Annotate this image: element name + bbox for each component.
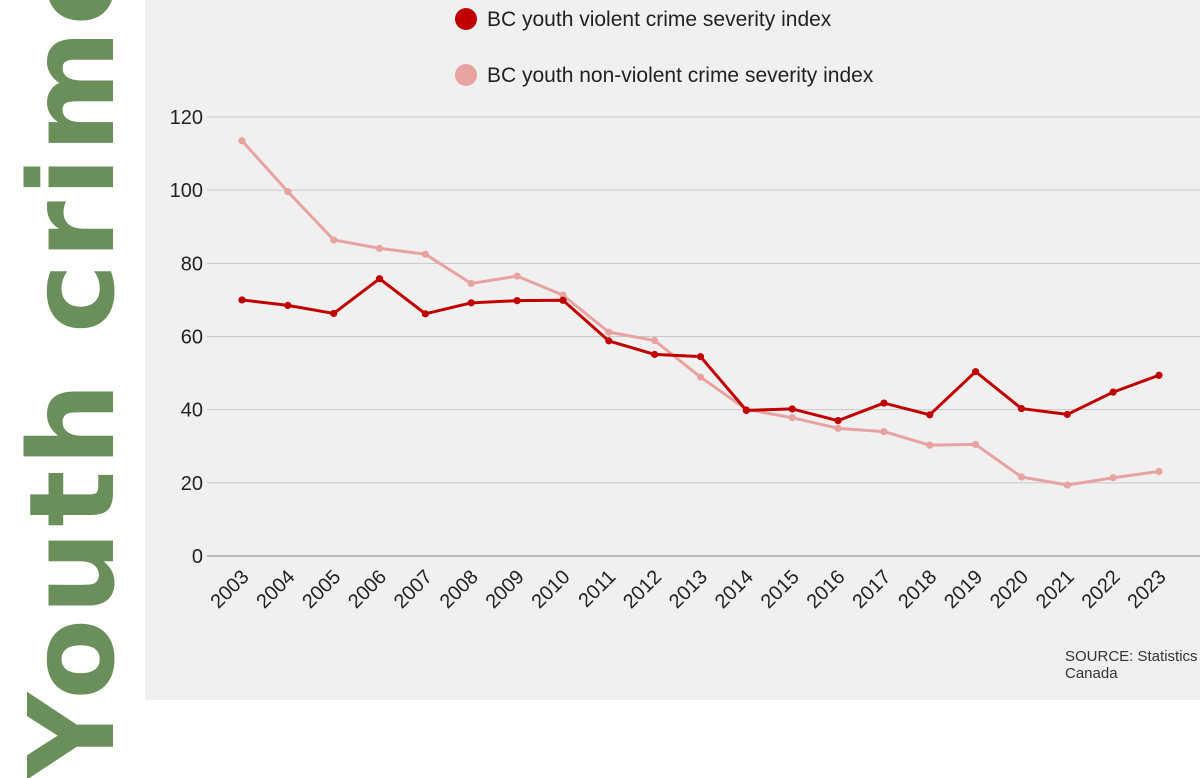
data-point-violent-2008 — [467, 299, 475, 307]
data-point-non-violent-2018 — [926, 441, 934, 449]
x-tick-label-2012: 2012 — [619, 566, 666, 613]
x-tick-label-2023: 2023 — [1124, 566, 1171, 613]
data-point-non-violent-2021 — [1063, 481, 1071, 489]
x-tick-label-2022: 2022 — [1078, 566, 1125, 613]
x-tick-label-2007: 2007 — [390, 566, 437, 613]
x-tick-label-2018: 2018 — [894, 566, 941, 613]
data-point-non-violent-2017 — [880, 428, 888, 436]
data-point-non-violent-2010 — [559, 291, 567, 299]
line-chart: 0204060801001202003200420052006200720082… — [170, 8, 1200, 613]
y-tick-label-60: 60 — [181, 327, 203, 349]
data-point-non-violent-2022 — [1109, 474, 1117, 482]
side-title: Youth crime — [3, 0, 141, 778]
x-tick-label-2010: 2010 — [527, 566, 574, 613]
data-point-non-violent-2015 — [788, 414, 796, 422]
data-point-non-violent-2004 — [284, 188, 292, 196]
x-tick-label-2016: 2016 — [803, 566, 850, 613]
grid-lines — [207, 116, 1200, 484]
x-tick-label-2005: 2005 — [298, 566, 345, 613]
data-point-non-violent-2003 — [238, 137, 246, 145]
data-point-violent-2017 — [880, 399, 888, 407]
legend: BC youth violent crime severity index BC … — [455, 8, 874, 87]
data-point-non-violent-2013 — [696, 373, 705, 381]
x-tick-label-2003: 2003 — [207, 566, 254, 613]
y-tick-label-20: 20 — [181, 473, 203, 495]
data-point-non-violent-2007 — [421, 250, 429, 258]
data-point-violent-2021 — [1063, 410, 1071, 419]
x-tick-label-2017: 2017 — [848, 566, 895, 613]
data-point-non-violent-2008 — [467, 279, 475, 288]
data-point-violent-2022 — [1109, 388, 1117, 396]
legend-marker-non-violent — [455, 64, 477, 86]
axes: 0204060801001202003200420052006200720082… — [170, 107, 1200, 613]
data-point-non-violent-2016 — [834, 424, 842, 432]
data-point-non-violent-2005 — [330, 236, 338, 244]
data-point-non-violent-2019 — [972, 440, 980, 449]
data-point-violent-2018 — [926, 411, 934, 419]
data-point-non-violent-2006 — [375, 244, 384, 252]
data-point-non-violent-2020 — [1017, 473, 1026, 481]
data-point-violent-2019 — [972, 368, 980, 376]
data-point-non-violent-2011 — [605, 328, 613, 336]
data-point-violent-2016 — [834, 417, 842, 425]
data-point-violent-2023 — [1155, 371, 1163, 379]
data-point-violent-2010 — [559, 296, 567, 304]
legend-label-violent: BC youth violent crime severity index — [487, 8, 832, 31]
data-point-non-violent-2009 — [513, 272, 521, 280]
data-point-violent-2013 — [696, 353, 705, 361]
data-point-violent-2005 — [330, 309, 338, 318]
data-point-non-violent-2023 — [1155, 467, 1163, 476]
y-tick-label-100: 100 — [170, 180, 203, 202]
data-point-violent-2003 — [238, 296, 246, 304]
data-point-violent-2004 — [284, 301, 292, 310]
data-point-violent-2015 — [788, 405, 796, 413]
y-tick-label-40: 40 — [181, 400, 203, 422]
data-point-violent-2006 — [375, 275, 384, 283]
x-tick-label-2021: 2021 — [1032, 566, 1079, 613]
x-tick-label-2019: 2019 — [940, 566, 987, 613]
series-lines — [238, 137, 1163, 489]
x-tick-label-2014: 2014 — [711, 566, 758, 613]
data-point-violent-2014 — [742, 406, 750, 414]
chart-panel: 0 20 40 60 80 100 120 2003 2004 2005 2006 2007 2008 2… — [145, 0, 1200, 700]
source-note: SOURCE: Statistics Canada — [1065, 648, 1198, 682]
x-tick-label-2020: 2020 — [986, 566, 1033, 613]
y-tick-label-120: 120 — [170, 107, 203, 129]
x-tick-label-2006: 2006 — [344, 566, 391, 613]
data-point-non-violent-2012 — [651, 336, 659, 345]
y-tick-label-0: 0 — [192, 546, 203, 568]
data-point-violent-2020 — [1017, 404, 1026, 413]
x-tick-label-2013: 2013 — [665, 566, 712, 613]
x-tick-label-2015: 2015 — [757, 566, 804, 613]
side-panel: Youth crime — [0, 0, 145, 778]
legend-label-non-violent: BC youth non-violent crime severity inde… — [487, 64, 874, 87]
x-tick-label-2009: 2009 — [482, 566, 529, 613]
x-tick-label-2008: 2008 — [436, 566, 483, 613]
y-tick-label-80: 80 — [181, 253, 203, 275]
data-point-violent-2012 — [651, 350, 659, 359]
series-line-non-violent — [240, 139, 1160, 487]
series-line-violent — [241, 277, 1160, 423]
x-tick-label-2011: 2011 — [574, 566, 620, 612]
data-point-violent-2009 — [513, 297, 521, 305]
x-tick-label-2004: 2004 — [252, 566, 299, 613]
data-point-violent-2007 — [421, 310, 429, 318]
legend-marker-violent — [455, 8, 477, 30]
data-point-violent-2011 — [605, 337, 613, 345]
